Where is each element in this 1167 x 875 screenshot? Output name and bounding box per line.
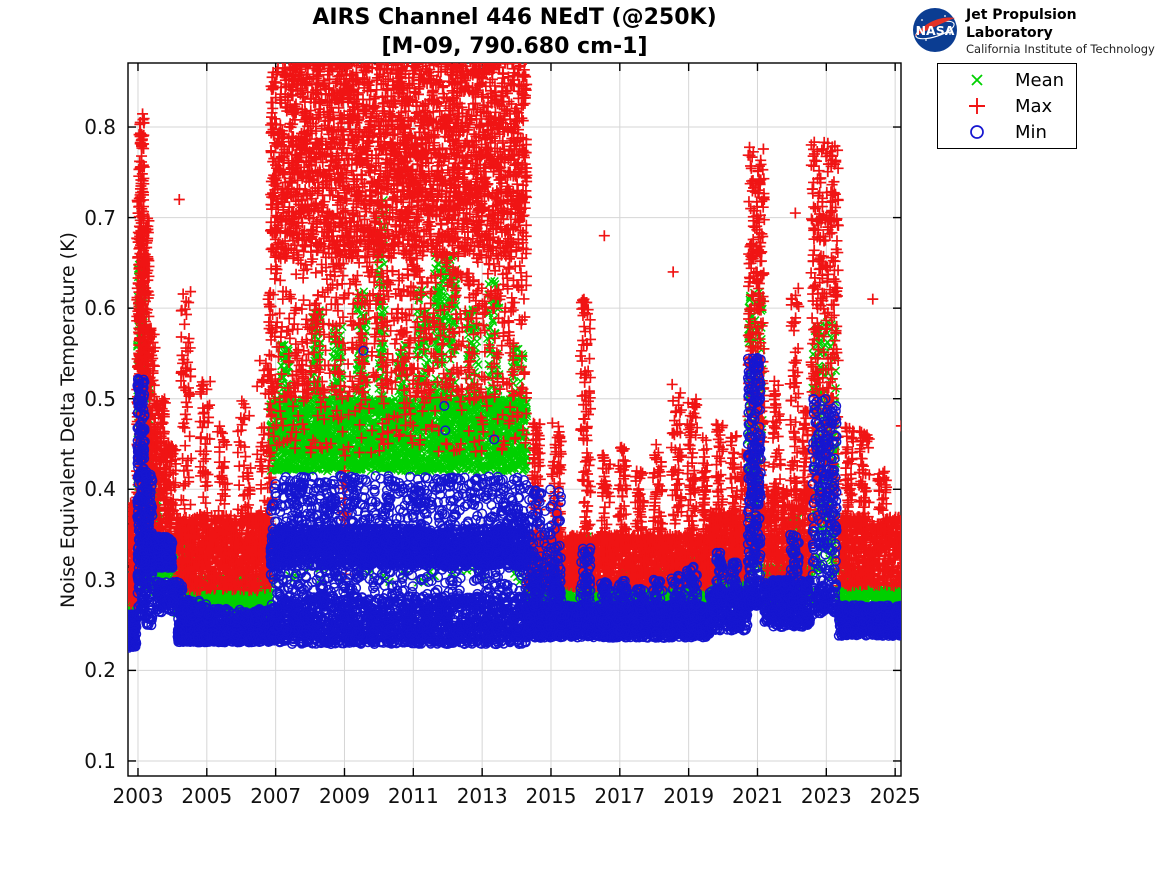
y-tick-label: 0.7: [84, 205, 116, 230]
y-tick-label: 0.4: [84, 477, 116, 502]
legend-entry-min: Min: [938, 119, 1076, 145]
legend-label-max: Max: [1015, 95, 1053, 117]
x-tick-label: 2015: [525, 784, 577, 808]
jpl-branding: NASA Jet Propulsion Laboratory Californi…: [912, 6, 1167, 57]
jpl-text-block: Jet Propulsion Laboratory California Ins…: [966, 6, 1167, 57]
chart-subtitle: [M-09, 790.680 cm-1]: [381, 34, 648, 59]
x-tick-label: 2013: [456, 784, 508, 808]
y-axis-label: Noise Equivalent Delta Temperature (K): [57, 232, 79, 608]
x-tick-label: 2021: [732, 784, 783, 808]
x-tick-label: 2019: [663, 784, 715, 808]
y-tick-label: 0.3: [84, 567, 116, 592]
chart-title-block: AIRS Channel 446 NEdT (@250K) [M-09, 790…: [128, 3, 901, 61]
chart-title: AIRS Channel 446 NEdT (@250K): [312, 5, 717, 30]
jpl-name: Jet Propulsion Laboratory: [966, 7, 1077, 41]
legend-label-mean: Mean: [1015, 69, 1065, 91]
legend-entry-mean: Mean: [938, 67, 1076, 93]
y-tick-label: 0.6: [84, 296, 116, 321]
x-tick-label: 2005: [181, 784, 233, 808]
legend-box: Mean Max Min: [937, 63, 1077, 149]
legend-label-min: Min: [1015, 121, 1047, 143]
x-tick-label: 2003: [112, 784, 164, 808]
x-tick-label: 2025: [869, 784, 921, 808]
x-tick-label: 2023: [800, 784, 852, 808]
x-tick-label: 2007: [250, 784, 302, 808]
x-tick-label: 2017: [594, 784, 646, 808]
min-circle-marker-icon: [952, 122, 1002, 142]
caltech-name: California Institute of Technology: [966, 42, 1155, 56]
nasa-logo-text: NASA: [916, 23, 955, 38]
y-tick-label: 0.5: [84, 386, 116, 411]
x-tick-label: 2011: [387, 784, 439, 808]
max-plus-marker-icon: [952, 95, 1002, 117]
x-tick-label: 2009: [319, 784, 370, 808]
mean-x-marker-icon: [952, 70, 1002, 90]
nasa-meatball-logo: NASA: [912, 7, 958, 57]
legend-entry-max: Max: [938, 93, 1076, 119]
y-tick-label: 0.2: [84, 658, 116, 683]
y-tick-label: 0.1: [84, 748, 116, 773]
y-tick-label: 0.8: [84, 115, 116, 140]
